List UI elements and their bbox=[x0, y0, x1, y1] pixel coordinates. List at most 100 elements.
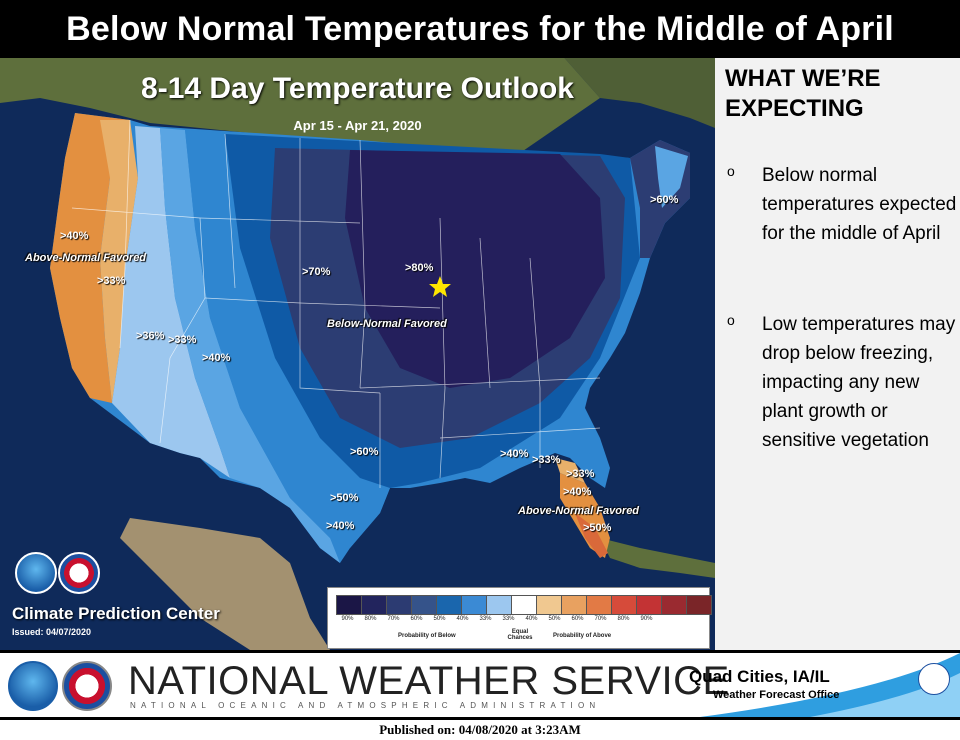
probability-legend: 90% 80% 70% 60% 50% 40% 33% 33% 40% 50% … bbox=[327, 587, 712, 649]
legend-swatch bbox=[411, 595, 437, 615]
state-border bbox=[199, 217, 361, 224]
pct-label-se-40: >40% bbox=[500, 448, 529, 460]
legend-swatch bbox=[561, 595, 587, 615]
pct-label-south-50: >50% bbox=[330, 492, 359, 504]
expectations-panel: WHAT WE’RE EXPECTING o Below normal temp… bbox=[715, 58, 960, 650]
pct-label-36: >36% bbox=[136, 330, 165, 342]
noaa-banner-logo-icon bbox=[8, 661, 58, 711]
legend-swatches bbox=[336, 595, 712, 615]
bullet-marker: o bbox=[727, 163, 735, 179]
legend-tick: 70% bbox=[387, 616, 400, 622]
legend-tick: 33% bbox=[502, 616, 515, 622]
office-type: Weather Forecast Office bbox=[713, 689, 840, 701]
legend-tick: 50% bbox=[433, 616, 446, 622]
legend-swatch bbox=[586, 595, 612, 615]
below-33-band bbox=[112, 126, 230, 478]
legend-tick: 80% bbox=[617, 616, 630, 622]
above-normal-west-label: Above-Normal Favored bbox=[25, 252, 147, 264]
outlook-map-graphic bbox=[0, 58, 715, 650]
legend-swatch bbox=[636, 595, 662, 615]
expectation-text: Below normal temperatures expected for t… bbox=[762, 165, 957, 244]
legend-below-caption: Probability of Below bbox=[398, 633, 456, 639]
state-border bbox=[119, 119, 131, 349]
cpc-name: Climate Prediction Center bbox=[12, 604, 220, 623]
legend-swatch bbox=[461, 595, 487, 615]
state-border bbox=[204, 297, 381, 394]
pct-label-fl-40: >40% bbox=[563, 486, 592, 498]
legend-tick: 40% bbox=[525, 616, 538, 622]
cpc-issued-date: Issued: 04/07/2020 bbox=[12, 627, 92, 637]
legend-swatch bbox=[361, 595, 387, 615]
below-50-band bbox=[185, 130, 390, 548]
below-normal-central-label: Below-Normal Favored bbox=[327, 318, 447, 330]
state-border bbox=[224, 133, 236, 289]
agency-name: NATIONAL WEATHER SERVICE bbox=[128, 659, 730, 703]
pct-label-33: >33% bbox=[168, 334, 197, 346]
legend-tick: 70% bbox=[594, 616, 607, 622]
nws-logo-icon bbox=[58, 552, 100, 594]
swoosh-shape bbox=[810, 673, 960, 717]
legend-tick: 33% bbox=[479, 616, 492, 622]
pct-label-40: >40% bbox=[202, 352, 231, 364]
georgia-above-33 bbox=[555, 458, 585, 483]
doc-seal-icon bbox=[918, 663, 950, 695]
state-border bbox=[159, 297, 206, 444]
legend-swatch bbox=[511, 595, 537, 615]
expectations-heading: WHAT WE’RE EXPECTING bbox=[725, 65, 881, 122]
pct-label-west-33: >33% bbox=[97, 275, 126, 287]
pct-label-80: >80% bbox=[405, 262, 434, 274]
pct-label-south-60: >60% bbox=[350, 446, 379, 458]
legend-swatch bbox=[686, 595, 712, 615]
legend-tick: 60% bbox=[410, 616, 423, 622]
state-border bbox=[359, 139, 366, 389]
legend-swatch bbox=[386, 595, 412, 615]
state-borders bbox=[71, 119, 601, 488]
legend-ticks: 90% 80% 70% 60% 50% 40% 33% 33% 40% 50% … bbox=[336, 616, 658, 622]
expectation-text: Low temperatures may drop below freezing… bbox=[762, 314, 956, 451]
mexico-land bbox=[120, 518, 330, 650]
state-border bbox=[439, 427, 601, 439]
pct-label-ne-60: >60% bbox=[650, 194, 679, 206]
pct-label-se-33: >33% bbox=[532, 454, 561, 466]
state-border bbox=[479, 237, 491, 389]
legend-tick: 90% bbox=[640, 616, 653, 622]
canada-land bbox=[0, 58, 600, 153]
legend-swatch bbox=[661, 595, 687, 615]
legend-tick: 50% bbox=[548, 616, 561, 622]
map-dates: Apr 15 - Apr 21, 2020 bbox=[293, 118, 422, 133]
page-title: Below Normal Temperatures for the Middle… bbox=[0, 0, 960, 58]
nws-banner-logo-icon bbox=[62, 661, 112, 711]
below-80-band bbox=[345, 150, 605, 388]
pct-label-south-40: >40% bbox=[326, 520, 355, 532]
legend-swatch bbox=[486, 595, 512, 615]
below-40-band bbox=[160, 128, 340, 563]
legend-tick: 90% bbox=[341, 616, 354, 622]
pct-label-fl-50: >50% bbox=[583, 522, 612, 534]
pct-label-fl-33: >33% bbox=[566, 468, 595, 480]
state-border bbox=[529, 257, 541, 468]
pct-label-70: >70% bbox=[302, 266, 331, 278]
above-west-inner bbox=[50, 113, 130, 403]
state-border bbox=[439, 217, 446, 479]
above-normal-southeast-label: Above-Normal Favored bbox=[518, 505, 640, 517]
quad-cities-star-icon bbox=[429, 276, 451, 297]
pct-label-west-40: >40% bbox=[60, 230, 89, 242]
office-city: Quad Cities, IA/IL bbox=[689, 667, 830, 686]
published-timestamp: Published on: 04/08/2020 at 3:23AM bbox=[379, 722, 581, 737]
above-west-outer bbox=[100, 120, 138, 403]
legend-equal-caption: Equal Chances bbox=[507, 629, 533, 641]
bullet-marker: o bbox=[727, 312, 735, 328]
agency-subtitle: NATIONAL OCEANIC AND ATMOSPHERIC ADMINIS… bbox=[130, 701, 601, 710]
canada-land-east bbox=[564, 58, 715, 128]
legend-above-caption: Probability of Above bbox=[553, 633, 612, 639]
legend-tick: 40% bbox=[456, 616, 469, 622]
legend-swatch bbox=[611, 595, 637, 615]
florida-above-50 bbox=[575, 513, 608, 558]
legend-swatch bbox=[336, 595, 362, 615]
legend-swatch bbox=[436, 595, 462, 615]
nws-banner: NATIONAL WEATHER SERVICE NATIONAL OCEANI… bbox=[0, 650, 960, 720]
caribbean-land bbox=[600, 538, 715, 578]
banner-swoosh bbox=[700, 653, 960, 717]
noaa-logo-icon bbox=[15, 552, 57, 594]
state-border bbox=[359, 377, 601, 389]
